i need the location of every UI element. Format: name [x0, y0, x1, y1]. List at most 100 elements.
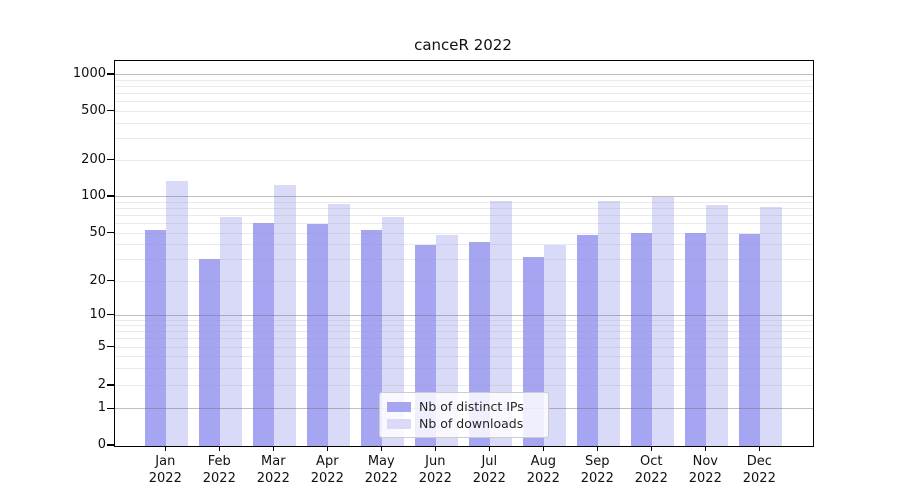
y-tick-label-0: 0 — [97, 437, 106, 452]
legend-label-distinct-ips: Nb of distinct IPs — [419, 399, 524, 414]
minor-gridline-90 — [115, 201, 813, 203]
minor-gridline-20 — [115, 280, 813, 282]
y-tick-mark-5 — [107, 346, 114, 348]
y-tick-mark-100 — [107, 195, 114, 197]
x-tick-mark-dec — [758, 446, 760, 451]
legend-label-downloads: Nb of downloads — [419, 416, 524, 431]
x-tick-mark-sep — [596, 446, 598, 451]
bar-downloads-sep — [598, 200, 620, 446]
minor-gridline-9 — [115, 319, 813, 321]
minor-gridline-50 — [115, 232, 813, 234]
minor-gridline-600 — [115, 101, 813, 103]
minor-gridline-70 — [115, 214, 813, 216]
minor-gridline-80 — [115, 207, 813, 209]
legend: Nb of distinct IPs Nb of downloads — [379, 392, 549, 438]
bar-ips-apr — [306, 224, 329, 446]
minor-gridline-900 — [115, 79, 813, 81]
x-tick-mark-jan — [164, 446, 166, 451]
y-tick-label-1000: 1000 — [72, 66, 106, 81]
bar-ips-oct — [630, 232, 653, 446]
x-tick-mark-jul — [488, 446, 490, 451]
legend-row-distinct-ips: Nb of distinct IPs — [387, 399, 540, 414]
y-tick-mark-10 — [107, 314, 114, 316]
x-tick-mark-may — [380, 446, 382, 451]
x-tick-label-nov: Nov 2022 — [688, 454, 722, 486]
minor-gridline-700 — [115, 92, 813, 94]
x-tick-mark-aug — [542, 446, 544, 451]
bar-downloads-oct — [652, 196, 674, 446]
x-tick-label-apr: Apr 2022 — [310, 454, 344, 486]
x-tick-label-oct: Oct 2022 — [634, 454, 668, 486]
minor-gridline-5 — [115, 346, 813, 348]
y-tick-label-500: 500 — [81, 102, 106, 118]
minor-gridline-800 — [115, 85, 813, 87]
x-tick-label-sep: Sep 2022 — [580, 454, 614, 486]
y-tick-label-50: 50 — [89, 224, 106, 240]
bar-downloads-apr — [328, 203, 350, 446]
major-gridline-10 — [115, 314, 813, 316]
x-tick-label-jul: Jul 2022 — [472, 454, 506, 486]
minor-gridline-500 — [115, 110, 813, 112]
legend-row-downloads: Nb of downloads — [387, 416, 540, 431]
y-tick-label-1: 1 — [97, 400, 106, 416]
bar-ips-mar — [252, 223, 275, 446]
y-tick-label-20: 20 — [89, 272, 106, 288]
y-tick-mark-1 — [107, 407, 114, 409]
y-tick-mark-200 — [107, 159, 114, 161]
legend-swatch-downloads — [387, 418, 411, 429]
minor-gridline-7 — [115, 331, 813, 333]
x-tick-label-jan: Jan 2022 — [148, 454, 182, 486]
x-tick-label-aug: Aug 2022 — [526, 454, 560, 486]
x-tick-mark-oct — [650, 446, 652, 451]
major-gridline-100 — [115, 195, 813, 197]
bar-downloads-nov — [706, 204, 728, 446]
bar-ips-nov — [684, 232, 707, 446]
x-tick-mark-feb — [218, 446, 220, 451]
bar-ips-jan — [144, 229, 167, 446]
major-gridline-1000 — [115, 74, 813, 76]
bar-downloads-mar — [274, 185, 296, 446]
y-tick-mark-50 — [107, 232, 114, 234]
bar-downloads-jan — [166, 180, 188, 446]
y-tick-label-2: 2 — [97, 377, 106, 393]
legend-swatch-distinct-ips — [387, 401, 411, 412]
x-tick-label-jun: Jun 2022 — [418, 454, 452, 486]
bar-ips-may — [360, 229, 383, 446]
minor-gridline-60 — [115, 223, 813, 225]
y-tick-mark-20 — [107, 279, 114, 282]
x-tick-label-dec: Dec 2022 — [742, 454, 776, 486]
plot-area: Nb of distinct IPs Nb of downloads — [114, 60, 814, 447]
minor-gridline-40 — [115, 244, 813, 246]
minor-gridline-4 — [115, 356, 813, 358]
x-tick-label-feb: Feb 2022 — [202, 454, 236, 486]
y-tick-label-100: 100 — [81, 187, 106, 203]
y-tick-mark-1000 — [107, 73, 114, 75]
x-tick-mark-nov — [704, 446, 706, 451]
y-tick-label-5: 5 — [97, 338, 106, 354]
minor-gridline-300 — [115, 138, 813, 140]
minor-gridline-6 — [115, 338, 813, 340]
minor-gridline-3 — [115, 368, 813, 370]
x-tick-label-may: May 2022 — [364, 454, 398, 486]
y-tick-mark-500 — [107, 110, 114, 112]
y-tick-mark-2 — [107, 384, 114, 386]
minor-gridline-8 — [115, 325, 813, 327]
y-tick-label-200: 200 — [81, 151, 106, 167]
minor-gridline-200 — [115, 159, 813, 161]
bar-ips-sep — [576, 234, 599, 446]
bar-downloads-may — [382, 216, 404, 446]
y-tick-mark-0 — [107, 444, 114, 446]
chart-title: canceR 2022 — [414, 36, 512, 54]
bar-downloads-dec — [760, 206, 782, 446]
bar-downloads-jul — [490, 201, 512, 446]
x-tick-mark-apr — [326, 446, 328, 451]
minor-gridline-30 — [115, 259, 813, 261]
bar-ips-feb — [198, 258, 221, 446]
bar-downloads-aug — [544, 245, 566, 446]
bar-ips-dec — [738, 233, 761, 446]
x-tick-label-mar: Mar 2022 — [256, 454, 290, 486]
x-tick-mark-mar — [272, 446, 274, 451]
x-tick-mark-jun — [434, 446, 436, 451]
y-tick-label-10: 10 — [89, 306, 106, 322]
